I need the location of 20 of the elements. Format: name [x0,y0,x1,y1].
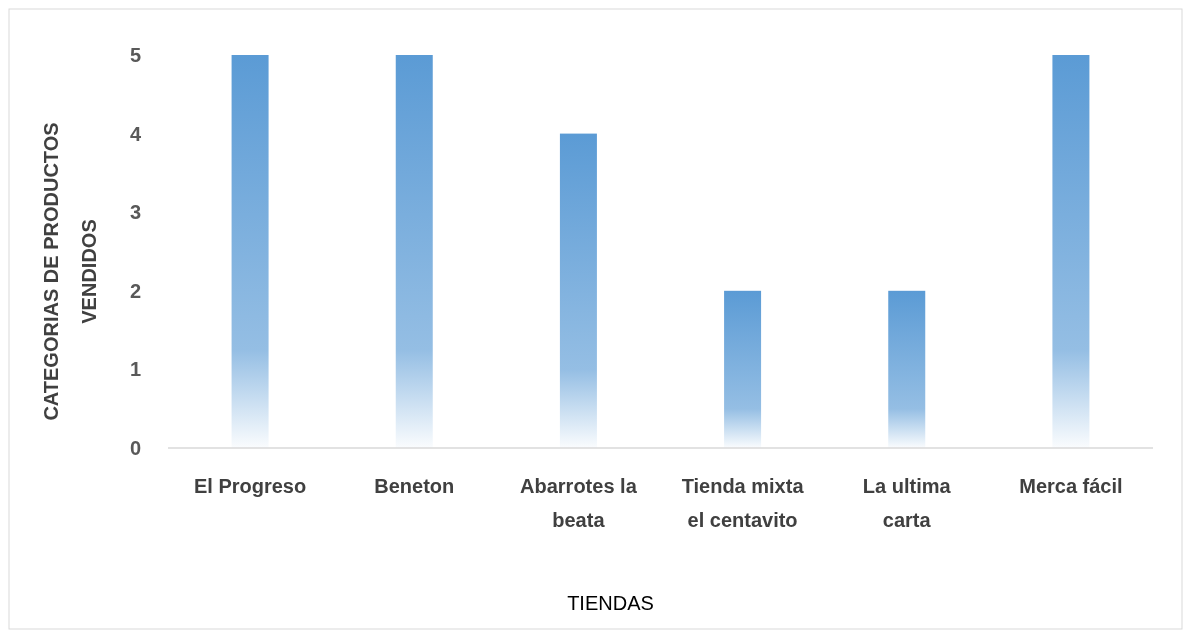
y-tick-label: 3 [129,201,141,224]
x-tick-label: Tienda mixta el centavito [681,475,805,531]
x-tick-label: Beneton [374,475,455,497]
bar [724,290,762,448]
y-tick-label: 1 [129,358,141,381]
y-tick-label: 5 [129,44,141,66]
y-tick-label: 0 [129,437,141,459]
x-tick-label: Abarrotes la beata [520,475,638,531]
bar [1052,55,1090,448]
y-axis-title: CATEGORIAS DE PRODUCTOS VENDIDOS [40,122,100,421]
x-tick-label: Merca fácil [1019,475,1123,497]
bar [231,55,269,448]
bar [888,290,926,448]
x-tick-label: La ultima carta [862,475,952,531]
x-tick-label: El Progreso [193,475,307,497]
y-tick-label: 2 [129,279,141,302]
bar [395,55,433,448]
x-axis-title: TIENDAS [567,592,654,614]
y-tick-label: 4 [129,122,142,145]
bar [559,133,597,448]
